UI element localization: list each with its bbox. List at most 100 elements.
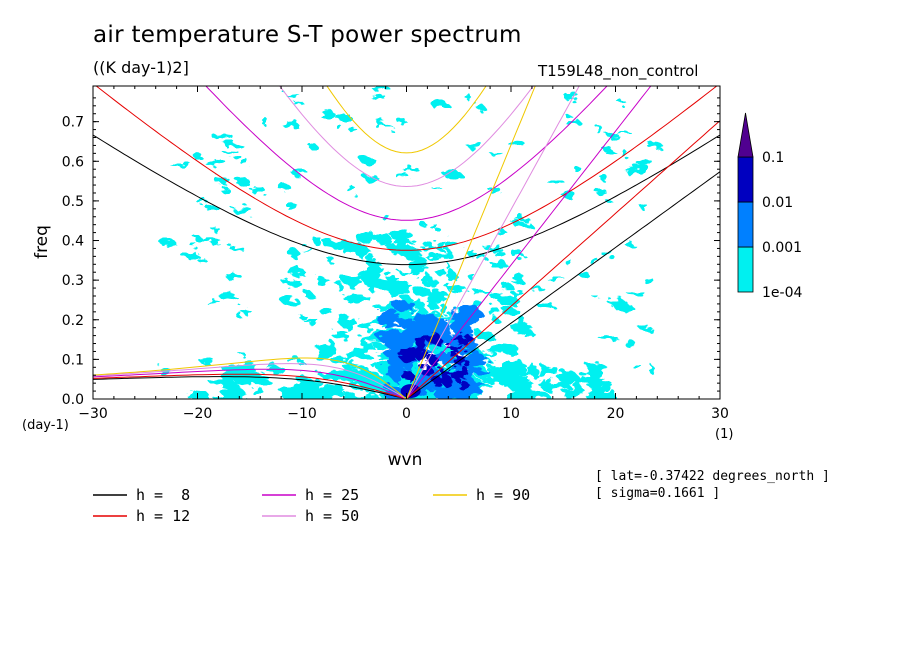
power-cell	[429, 224, 439, 229]
power-cell	[313, 352, 329, 360]
power-cell	[426, 301, 437, 309]
power-cell	[633, 364, 643, 371]
power-cell	[261, 116, 268, 126]
power-cell	[370, 95, 387, 100]
rossby-curve-h12	[93, 373, 407, 399]
y-tick-label: 0.5	[62, 194, 84, 210]
x-tick-label: −20	[183, 406, 213, 422]
power-cell	[544, 366, 559, 374]
power-cell	[222, 150, 240, 155]
kelvin-curve-h25	[406, 86, 652, 399]
power-cell	[417, 220, 426, 226]
legend-label: h = 25	[305, 486, 359, 504]
power-cell	[454, 358, 467, 366]
kelvin-curve-h12	[406, 120, 720, 399]
power-cell	[414, 348, 428, 361]
power-cell	[636, 158, 653, 167]
y-tick-label: 0.1	[62, 352, 84, 368]
power-cell	[191, 241, 197, 249]
power-cell	[639, 202, 647, 210]
y-axis: 0.0 0.1 0.2 0.3 0.4 0.5 0.6 0.7	[62, 97, 720, 408]
power-cell	[280, 297, 300, 305]
power-cell	[212, 135, 219, 140]
power-cell	[501, 344, 519, 356]
power-cell	[493, 250, 505, 257]
power-cell	[496, 293, 510, 299]
power-cell	[396, 117, 406, 124]
power-cell	[419, 243, 436, 249]
power-cell	[398, 326, 422, 344]
power-cell	[420, 279, 434, 285]
power-cell	[221, 185, 228, 194]
power-cell	[467, 274, 477, 280]
power-cell	[182, 161, 191, 166]
power-cell	[616, 131, 632, 135]
colorbar-segment	[737, 246, 754, 293]
x-axis-label: wvn	[388, 450, 423, 470]
power-cell	[225, 272, 241, 281]
power-cell	[345, 393, 370, 399]
legend-label: h = 12	[136, 507, 190, 525]
y-axis-label: freq	[32, 225, 52, 259]
power-cell	[229, 246, 245, 252]
power-cell	[375, 279, 386, 290]
colorbar-segment	[737, 201, 754, 248]
rossby-curve-h25	[93, 368, 407, 399]
power-cell	[371, 86, 389, 91]
power-cell	[439, 100, 446, 108]
power-cell	[500, 376, 525, 388]
power-cell	[455, 369, 463, 383]
power-cell	[286, 94, 302, 98]
gravity-curve-h50	[279, 86, 534, 188]
power-cell	[425, 332, 441, 344]
power-cell	[364, 342, 374, 351]
power-cell	[315, 277, 331, 286]
power-cell	[509, 390, 525, 399]
power-cell	[626, 244, 637, 248]
power-cell	[364, 173, 378, 183]
power-cell	[471, 289, 492, 294]
y-tick-label: 0.3	[62, 273, 84, 289]
power-cell	[607, 134, 620, 138]
legend-label: h = 8	[136, 486, 190, 504]
power-cell	[252, 387, 264, 397]
power-cell	[489, 352, 499, 358]
power-cell	[574, 166, 582, 174]
power-cell	[214, 177, 231, 185]
power-cell	[341, 276, 354, 284]
x-tick-label: 30	[711, 406, 729, 422]
power-cell	[367, 266, 382, 274]
kelvin-curve-h90	[406, 86, 536, 399]
power-cell	[389, 244, 410, 255]
kelvin-curve-h50	[406, 86, 580, 399]
power-cell	[359, 155, 375, 165]
x-tick-label: 20	[607, 406, 625, 422]
power-cell	[626, 290, 645, 296]
power-cell	[442, 169, 462, 178]
experiment-label: T159L48_non_control	[538, 62, 699, 80]
power-cell	[298, 313, 307, 320]
power-cell	[304, 319, 321, 325]
power-cell	[300, 248, 314, 252]
power-cell	[390, 229, 413, 242]
power-cell	[458, 381, 470, 391]
power-cell	[406, 267, 419, 273]
power-cell	[331, 330, 350, 339]
power-cell	[197, 258, 207, 263]
power-cell	[399, 350, 417, 363]
power-cell	[318, 306, 333, 315]
power-cell	[378, 309, 400, 322]
power-cell	[199, 358, 215, 364]
power-cell	[446, 345, 465, 350]
power-level-3	[399, 332, 474, 391]
colorbar: 1e-04 0.001 0.01 0.1	[737, 112, 802, 301]
power-cell	[205, 300, 221, 305]
power-cell	[483, 245, 503, 251]
power-cell	[418, 267, 431, 274]
colorbar-segment	[737, 156, 754, 203]
power-cell	[335, 371, 361, 378]
power-cell	[238, 313, 244, 321]
chart-units: ((K day-1)2]	[93, 58, 189, 77]
